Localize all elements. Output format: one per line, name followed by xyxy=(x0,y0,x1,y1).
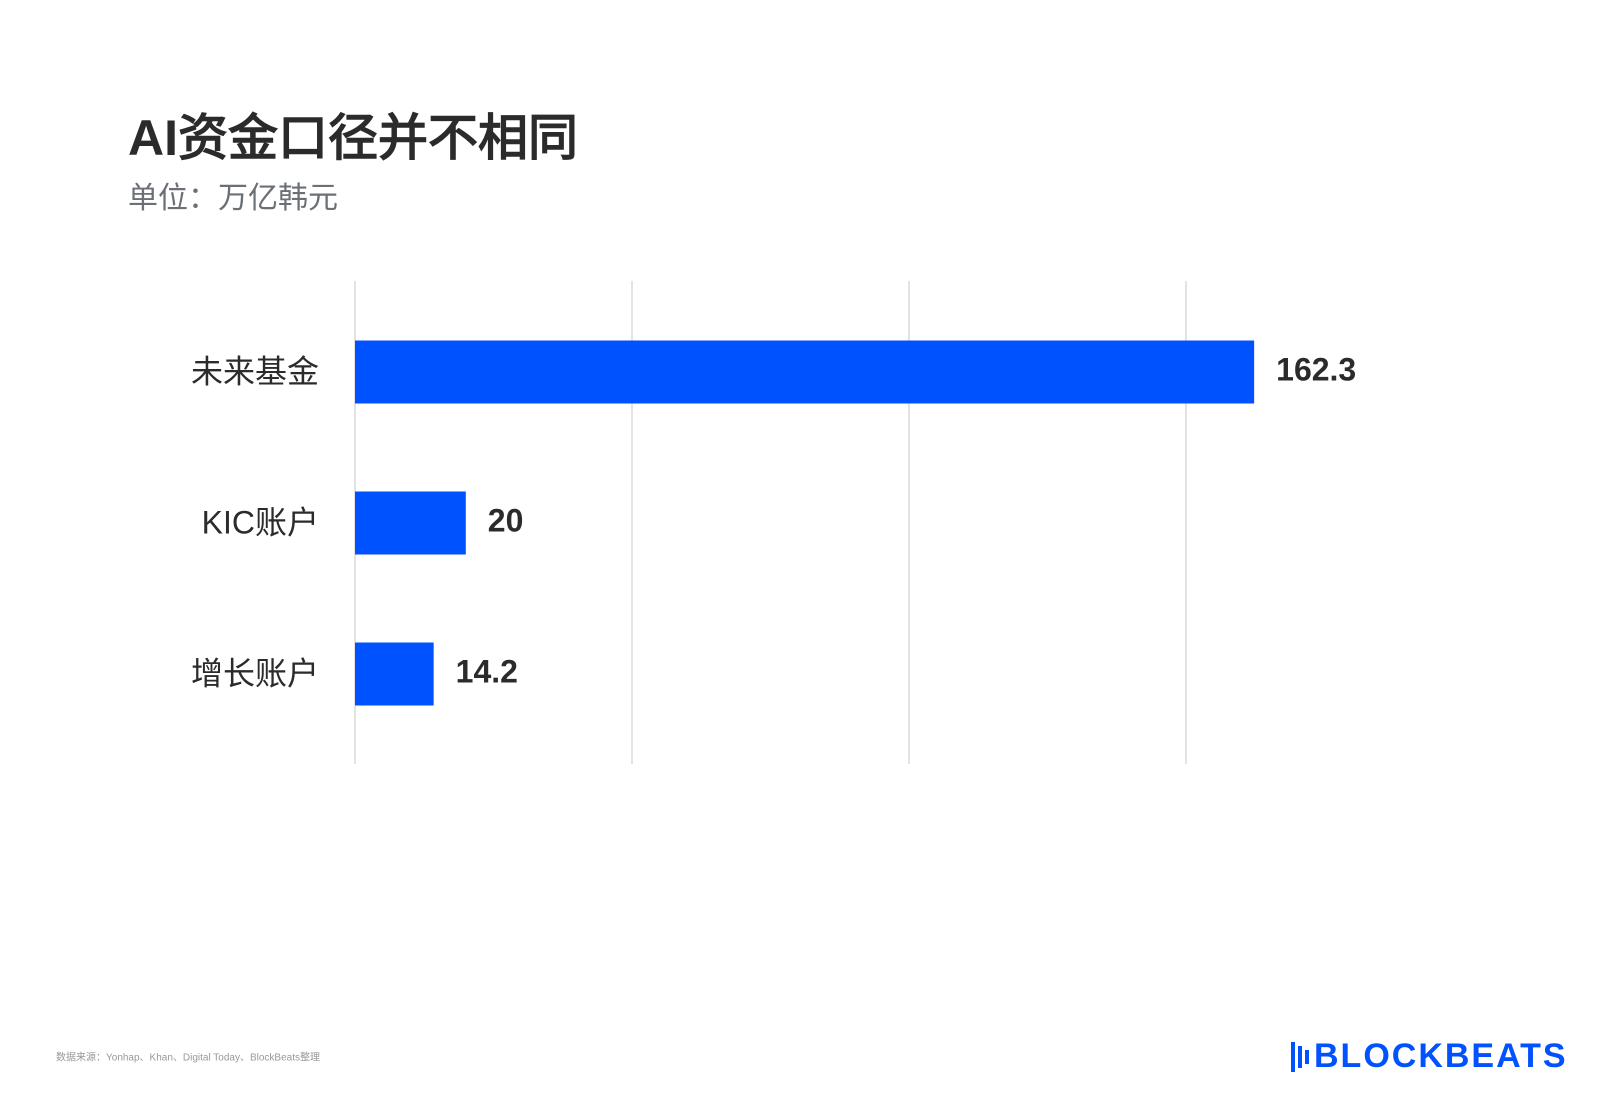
chart-subtitle: 单位：万亿韩元 xyxy=(128,182,338,215)
bar xyxy=(355,340,1255,404)
logo: BLOCKBEATS xyxy=(1291,1037,1568,1075)
logo-mark xyxy=(1291,1042,1295,1072)
y-tick-label: KIC账户 xyxy=(202,504,319,540)
value-label: 20 xyxy=(488,502,524,538)
logo-text: BLOCKBEATS xyxy=(1314,1037,1568,1075)
bar xyxy=(355,491,466,555)
value-label: 14.2 xyxy=(456,653,518,689)
logo-mark xyxy=(1298,1046,1302,1068)
chart-title: AI资金口径并不相同 xyxy=(128,110,578,166)
y-tick-label: 未来基金 xyxy=(191,353,319,389)
logo-mark xyxy=(1305,1050,1309,1064)
y-tick-label: 增长账户 xyxy=(191,655,319,691)
bar xyxy=(355,642,434,706)
value-label: 162.3 xyxy=(1276,351,1356,387)
source-note: 数据来源：Yonhap、Khan、Digital Today、BlockBeat… xyxy=(56,1051,320,1064)
